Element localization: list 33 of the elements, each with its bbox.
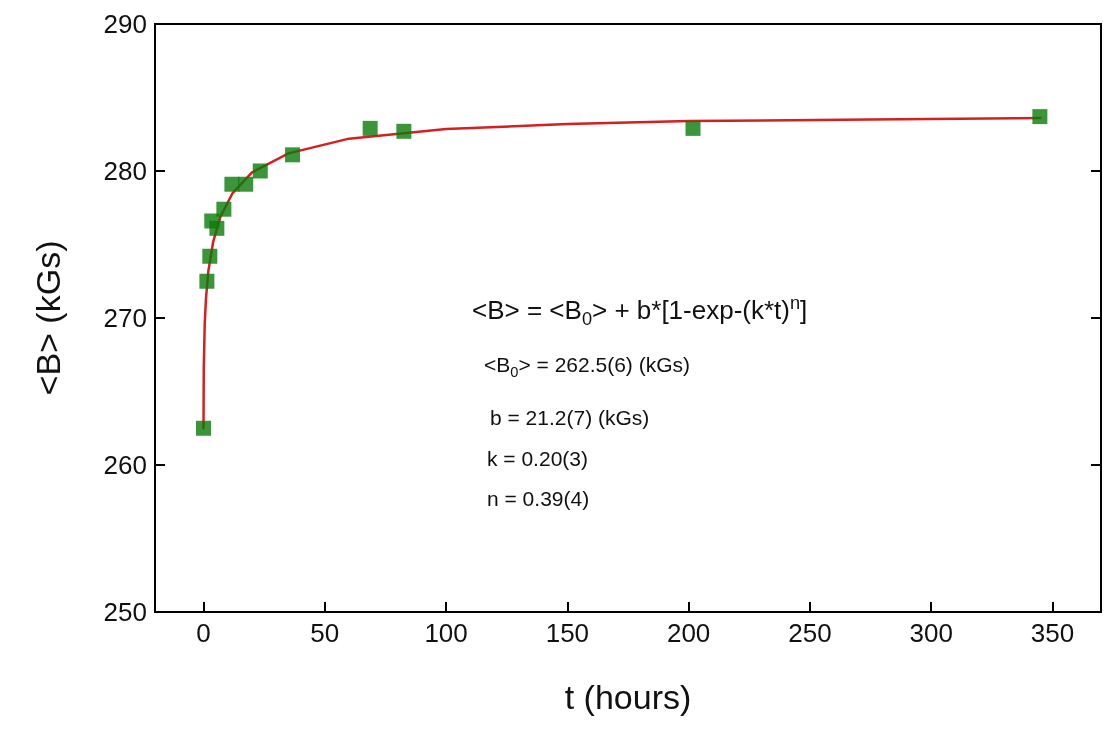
point	[202, 248, 218, 264]
point	[199, 273, 215, 289]
point	[685, 120, 701, 136]
point	[396, 123, 412, 139]
point	[196, 420, 212, 436]
y-axis-title: <B> (kGs)	[29, 240, 67, 396]
annotation: n = 0.39(4)	[487, 487, 590, 511]
x-tick-label: 50	[310, 618, 340, 648]
point	[252, 163, 268, 179]
point	[1032, 109, 1048, 125]
point	[224, 176, 240, 192]
point	[238, 176, 254, 192]
annotation: <B$_{0}$> = 262.5(6) (kGs)	[484, 353, 691, 381]
y-tick-label: 270	[103, 303, 147, 333]
y-tick-label: 260	[103, 450, 147, 480]
y-tick-label: 250	[103, 597, 147, 627]
x-tick-label: 150	[545, 618, 590, 648]
x-tick-label: 200	[666, 618, 711, 648]
y-tick-label: 280	[103, 156, 147, 186]
x-tick-label: 300	[909, 618, 953, 648]
x-tick-label: 250	[788, 618, 832, 648]
annotation: b = 21.2(7) (kGs)	[490, 406, 650, 430]
annotation: <B> = <B$_{0}$> + b*[1-exp-(k*t)$^{n}$]	[472, 293, 808, 330]
point	[216, 201, 232, 217]
point	[362, 120, 378, 136]
point	[285, 147, 301, 163]
x-axis-title: t (hours)	[564, 678, 692, 716]
y-tick-label: 290	[103, 9, 147, 39]
point	[209, 220, 225, 236]
x-tick-label: 100	[424, 618, 468, 648]
x-tick-label: 0	[196, 618, 211, 648]
annotation: k = 0.20(3)	[487, 447, 588, 471]
x-tick-label: 350	[1030, 618, 1075, 648]
